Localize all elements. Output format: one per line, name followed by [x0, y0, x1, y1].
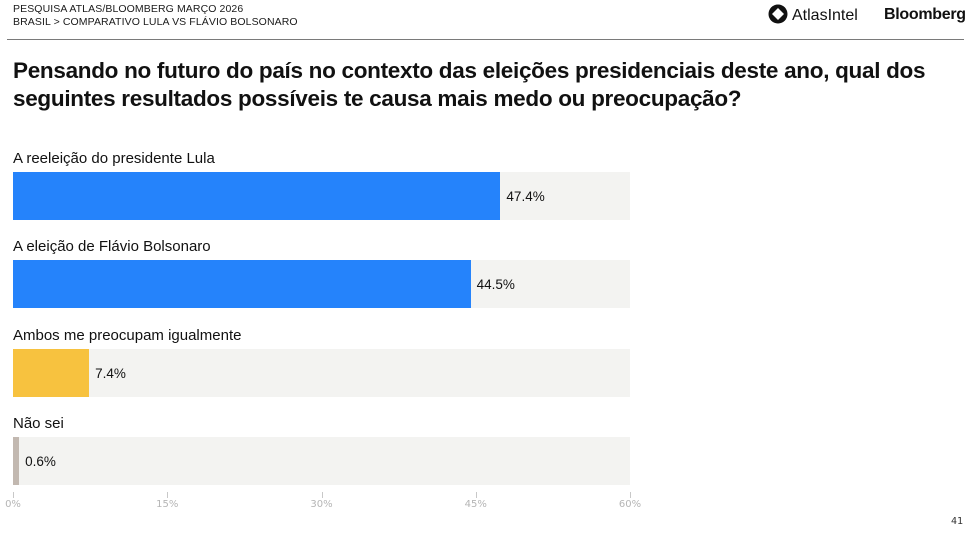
- x-tick: [13, 492, 14, 498]
- x-tick-label: 15%: [156, 499, 179, 510]
- x-tick-label: 30%: [310, 499, 333, 510]
- category-label: A eleição de Flávio Bolsonaro: [13, 238, 211, 255]
- page-number: 41: [950, 516, 963, 527]
- category-label: Ambos me preocupam igualmente: [13, 327, 242, 344]
- x-tick-label: 60%: [618, 499, 642, 510]
- x-tick: [321, 492, 323, 498]
- bar-track: 0.6%: [13, 437, 630, 485]
- x-tick: [630, 492, 631, 498]
- category-label: Não sei: [13, 415, 64, 432]
- x-tick: [475, 492, 477, 498]
- x-tick-label: 45%: [464, 499, 487, 510]
- x-tick-label: 0%: [5, 499, 21, 510]
- bar: [13, 349, 90, 397]
- value-label: 44.5%: [476, 276, 515, 292]
- atlasintel-logo-text: AtlasIntel: [792, 7, 858, 24]
- bar: [13, 437, 20, 485]
- bar-track: 47.4%: [13, 172, 630, 220]
- chart-title: Pensando no futuro do país no contexto d…: [13, 58, 926, 111]
- value-label: 47.4%: [506, 188, 545, 204]
- bloomberg-logo: Bloomberg: [884, 6, 966, 23]
- bar: [13, 260, 471, 308]
- header-divider: [7, 39, 964, 40]
- x-tick: [167, 492, 169, 498]
- atlasintel-logo-icon: [768, 4, 788, 29]
- bar-track: 7.4%: [13, 349, 630, 397]
- bar-track: 44.5%: [13, 260, 630, 308]
- category-label: A reeleição do presidente Lula: [13, 150, 215, 167]
- breadcrumb: BRASIL > COMPARATIVO LULA VS FLÁVIO BOLS…: [13, 16, 298, 28]
- atlasintel-logo: AtlasIntel: [768, 4, 858, 29]
- value-label: 7.4%: [95, 365, 126, 381]
- survey-header: PESQUISA ATLAS/BLOOMBERG MARÇO 2026: [13, 3, 244, 15]
- value-label: 0.6%: [25, 453, 56, 469]
- bar: [13, 172, 501, 220]
